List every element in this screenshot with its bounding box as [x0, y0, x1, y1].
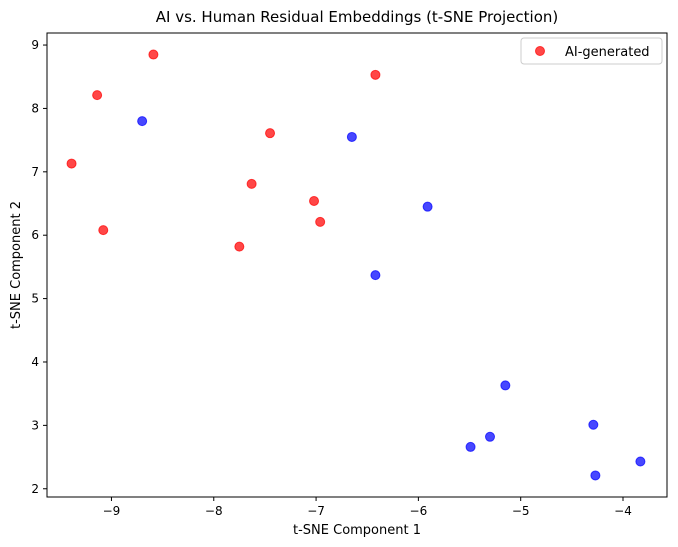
data-point-ai-generated: [246, 178, 257, 189]
chart-title: AI vs. Human Residual Embeddings (t-SNE …: [156, 8, 558, 26]
y-tick-label: 5: [31, 292, 39, 306]
data-point-series-2: [346, 131, 357, 142]
data-point-ai-generated: [98, 225, 109, 236]
y-tick-label: 8: [31, 101, 39, 115]
data-point-ai-generated: [370, 69, 381, 80]
y-tick-label: 4: [31, 355, 39, 369]
y-axis-label: t-SNE Component 2: [9, 201, 24, 329]
x-tick-label: −7: [307, 504, 325, 518]
data-point-ai-generated: [234, 241, 245, 252]
x-tick-label: −4: [614, 504, 632, 518]
x-axis-label: t-SNE Component 1: [293, 523, 421, 538]
legend: AI-generated: [520, 37, 663, 65]
data-point-ai-generated: [66, 158, 77, 169]
x-tick-label: −9: [103, 504, 121, 518]
x-tick-label: −6: [410, 504, 428, 518]
data-point-series-2: [588, 419, 599, 430]
data-point-series-2: [635, 456, 646, 467]
data-point-ai-generated: [315, 216, 326, 227]
legend-box: [520, 37, 663, 65]
x-tick-label: −8: [205, 504, 223, 518]
data-point-series-2: [422, 201, 433, 212]
data-point-ai-generated: [92, 90, 103, 101]
y-tick-label: 2: [31, 482, 39, 496]
data-points: [66, 49, 646, 481]
data-point-series-2: [485, 431, 496, 442]
data-point-series-2: [370, 270, 381, 281]
data-point-ai-generated: [148, 49, 159, 60]
legend-label-ai-generated: AI-generated: [565, 45, 650, 60]
y-tick-label: 7: [31, 165, 39, 179]
x-tick-label: −5: [512, 504, 530, 518]
y-tick-label: 3: [31, 418, 39, 432]
y-tick-label: 6: [31, 228, 39, 242]
legend-marker-ai-generated: [535, 46, 545, 56]
y-tick-label: 9: [31, 38, 39, 52]
data-point-ai-generated: [309, 195, 320, 206]
data-point-series-2: [590, 470, 601, 481]
plot-area-frame: [46, 32, 668, 498]
axis-ticks: −9 −8 −7 −6 −5 −4 2 3 4 5 6 7 8 9: [31, 38, 631, 518]
data-point-series-2: [137, 116, 148, 127]
data-point-series-2: [465, 441, 476, 452]
data-point-series-2: [500, 380, 511, 391]
data-point-ai-generated: [265, 128, 276, 139]
